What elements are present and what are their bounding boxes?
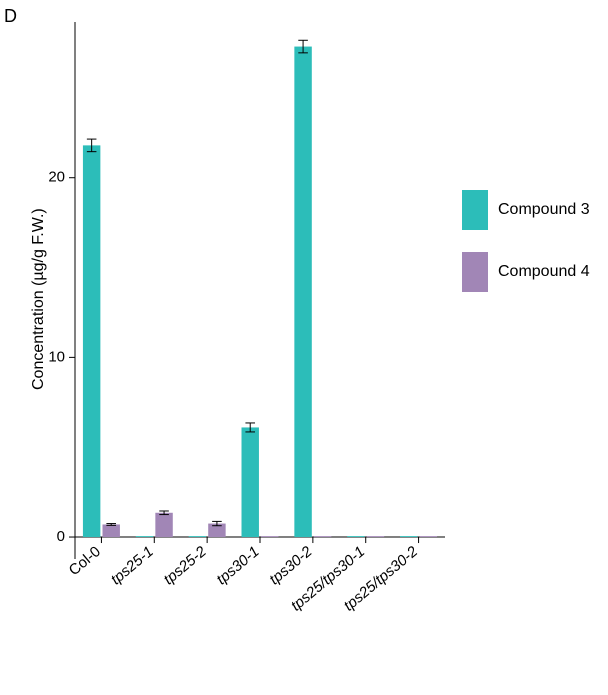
svg-text:10: 10 [48, 348, 65, 365]
bar [136, 536, 153, 537]
x-tick-label: tps30-2 [266, 543, 316, 589]
x-tick-label: tps30-1 [213, 543, 262, 588]
y-axis-label: Concentration (µg/g F.W.) [30, 208, 48, 390]
panel-label: D [4, 6, 17, 27]
x-tick-label: tps25-2 [160, 543, 210, 589]
svg-text:0: 0 [57, 528, 65, 545]
bar [242, 427, 259, 537]
svg-text:20: 20 [48, 169, 65, 186]
legend-swatch [462, 190, 488, 230]
bar [400, 536, 417, 537]
bar [420, 536, 437, 537]
bar [367, 536, 384, 537]
x-tick-label: tps25-1 [108, 543, 157, 588]
legend: Compound 3 Compound 4 [462, 190, 602, 314]
legend-label: Compound 3 [498, 201, 590, 219]
bar [294, 47, 311, 537]
bar [314, 536, 331, 537]
bar [261, 536, 278, 537]
bar [189, 536, 206, 537]
bar [155, 513, 172, 537]
legend-swatch [462, 252, 488, 292]
legend-label: Compound 4 [498, 263, 590, 281]
bar [102, 524, 119, 537]
plot-svg: 01020Col-0tps25-1tps25-2tps30-1tps30-2tp… [75, 25, 445, 565]
legend-item: Compound 3 [462, 190, 602, 230]
legend-item: Compound 4 [462, 252, 602, 292]
bar [347, 536, 364, 537]
bar-chart: 01020Col-0tps25-1tps25-2tps30-1tps30-2tp… [75, 25, 445, 565]
x-tick-label: Col-0 [66, 543, 104, 579]
bar [83, 145, 100, 537]
